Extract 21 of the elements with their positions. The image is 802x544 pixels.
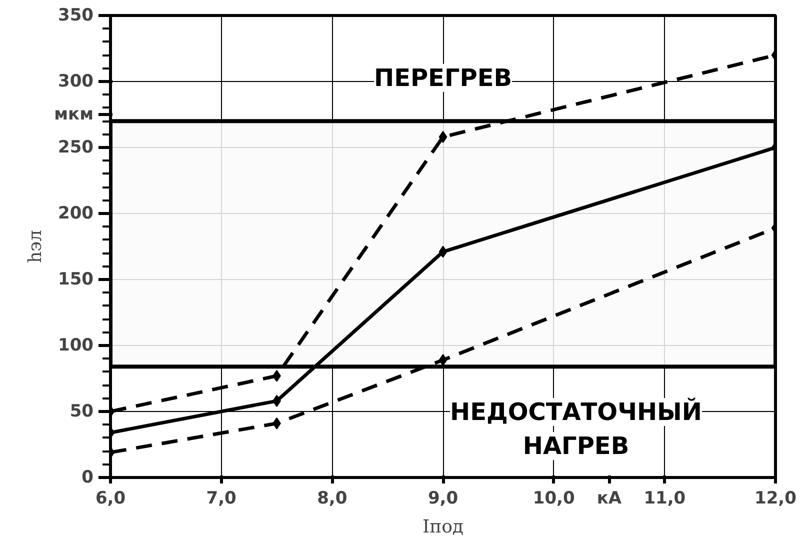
y-tick-label: 50 — [70, 402, 94, 422]
y-tick-label: 0 — [82, 468, 94, 488]
y-axis-title: hэл — [25, 230, 46, 264]
x-tick-label: 9,0 — [428, 488, 458, 508]
x-tick-label: 12,0 — [754, 488, 797, 508]
y-tick-label: 200 — [58, 204, 94, 224]
x-tick-label: 11,0 — [644, 488, 686, 508]
annotation: ПЕРЕГРЕВ — [374, 64, 512, 92]
text: кА — [596, 488, 622, 508]
x-tick-label: 6,0 — [95, 488, 126, 508]
y-tick-label: 350 — [58, 6, 94, 26]
y-tick-label: 300 — [58, 72, 94, 92]
x-tick-label: 7,0 — [206, 488, 237, 508]
x-tick-label: 10,0 — [532, 488, 575, 508]
x-tick-label: 8,0 — [317, 488, 348, 508]
y-tick-label: 250 — [58, 138, 94, 158]
annotation: НЕДОСТАТОЧНЫЙ НАГРЕВ — [450, 396, 702, 460]
x-axis-title: Iпод — [422, 516, 464, 538]
y-tick-label: 100 — [58, 336, 94, 356]
y-tick-label: 150 — [58, 270, 94, 290]
text: мкм — [54, 104, 94, 124]
